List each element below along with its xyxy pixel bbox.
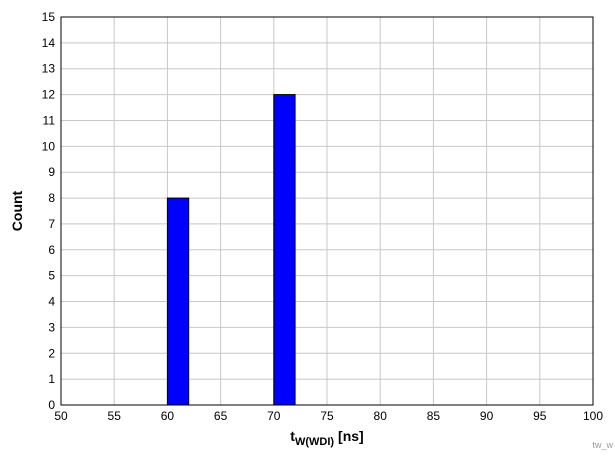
bars [166,94,296,406]
y-tick-label: 3 [48,320,55,334]
y-tick-label: 9 [48,165,55,179]
y-tick-label: 13 [42,62,56,76]
x-tick-label: 65 [214,409,228,423]
x-tick-label: 85 [427,409,441,423]
bar [166,197,190,406]
x-tick-label: 60 [161,409,175,423]
y-axis-title: Count [9,190,25,231]
bar [273,94,296,406]
y-tick-label: 7 [48,217,55,231]
x-axis-title: tW(WDI) [ns] [290,428,363,448]
y-tick-label: 6 [48,243,55,257]
y-tick-label: 5 [48,269,55,283]
x-tick-label: 50 [54,409,68,423]
y-tick-label: 8 [48,191,55,205]
x-axis-title-sub: W(WDI) [295,436,334,448]
y-tick-label: 2 [48,346,55,360]
x-axis-title-main: t [290,428,295,444]
y-tick-label: 0 [48,398,55,412]
x-tick-label: 75 [320,409,334,423]
x-tick-labels: 50 55 60 65 70 75 80 85 90 95 100 [54,409,603,423]
x-tick-label: 80 [374,409,388,423]
grid-lines [60,16,594,406]
y-tick-label: 10 [42,139,56,153]
y-tick-label: 14 [42,36,56,50]
y-tick-label: 11 [43,113,56,127]
x-tick-label: 70 [267,409,281,423]
plot-frame [60,16,594,406]
x-tick-label: 95 [533,409,547,423]
y-tick-label: 4 [48,295,55,309]
y-tick-label: 1 [48,372,55,386]
y-tick-label: 15 [42,10,56,24]
figure-id-watermark: tw_w [592,440,613,450]
x-tick-label: 90 [480,409,494,423]
x-tick-label: 100 [583,409,603,423]
x-tick-label: 55 [108,409,122,423]
y-tick-label: 12 [42,88,56,102]
x-axis-title-unit: [ns] [338,428,364,444]
